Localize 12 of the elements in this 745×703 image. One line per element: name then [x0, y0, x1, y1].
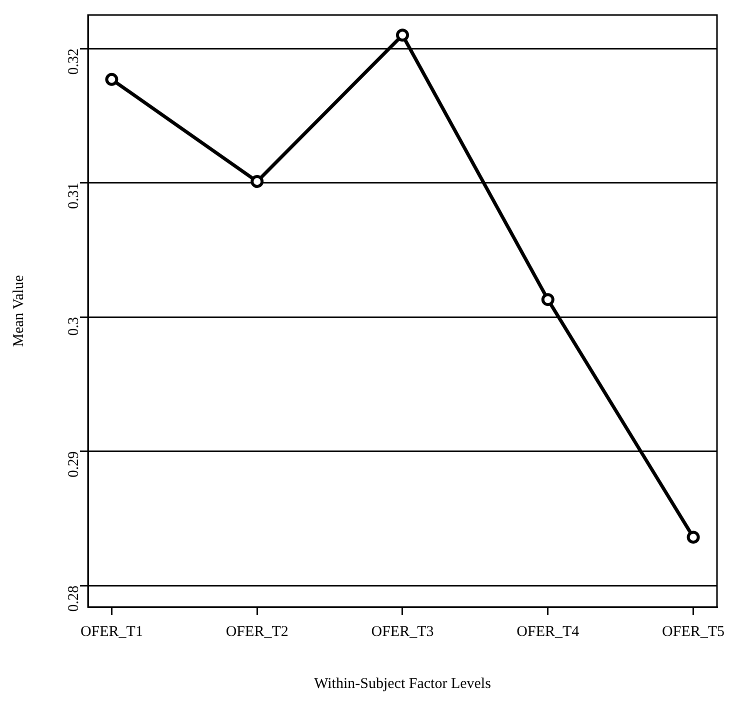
x-tick-label: OFER_T3 [371, 624, 434, 640]
y-axis-title: Mean Value [10, 274, 27, 347]
x-tick-label: OFER_T1 [80, 624, 143, 640]
y-tick-label: 0.31 [66, 182, 82, 210]
x-axis-title: Within-Subject Factor Levels [314, 676, 492, 692]
x-tick-label: OFER_T4 [516, 624, 580, 640]
y-tick-label: 0.3 [66, 317, 82, 336]
y-tick-label: 0.28 [66, 586, 82, 612]
x-tick-label: OFER_T5 [662, 624, 725, 640]
y-tick-label: 0.29 [66, 451, 82, 478]
x-tick-label: OFER_T2 [226, 624, 288, 640]
y-tick-label: 0.32 [66, 48, 82, 75]
